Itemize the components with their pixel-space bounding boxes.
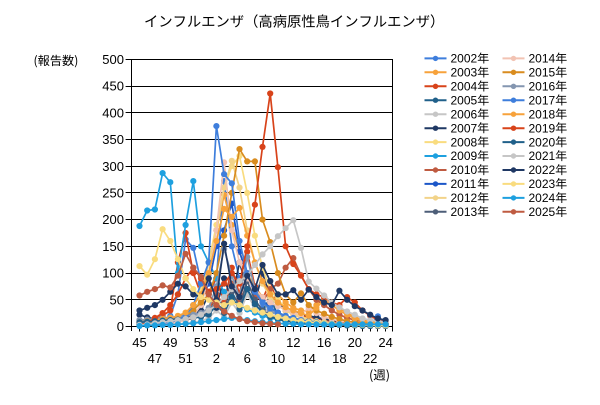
svg-text:2012: 2012 xyxy=(451,191,478,205)
svg-text:12: 12 xyxy=(286,335,300,350)
svg-text:51: 51 xyxy=(178,351,192,366)
svg-text:2005: 2005 xyxy=(451,94,478,108)
svg-text:2019: 2019 xyxy=(529,121,556,135)
svg-text:2010: 2010 xyxy=(451,163,478,177)
svg-text:2003: 2003 xyxy=(451,66,478,80)
svg-text:300: 300 xyxy=(102,159,124,174)
svg-text:10: 10 xyxy=(271,351,285,366)
svg-text:24: 24 xyxy=(378,335,392,350)
svg-text:50: 50 xyxy=(110,292,124,307)
svg-text:2: 2 xyxy=(213,351,220,366)
svg-text:2014: 2014 xyxy=(529,52,556,66)
svg-text:4: 4 xyxy=(228,335,235,350)
svg-text:45: 45 xyxy=(132,335,146,350)
svg-text:2025: 2025 xyxy=(529,205,556,219)
svg-text:450: 450 xyxy=(102,79,124,94)
svg-text:2008: 2008 xyxy=(451,135,478,149)
svg-text:2018: 2018 xyxy=(529,107,556,121)
svg-text:49: 49 xyxy=(163,335,177,350)
svg-text:2007: 2007 xyxy=(451,121,478,135)
svg-text:200: 200 xyxy=(102,212,124,227)
svg-text:2024: 2024 xyxy=(529,191,556,205)
svg-text:53: 53 xyxy=(194,335,208,350)
svg-text:400: 400 xyxy=(102,105,124,120)
svg-text:14: 14 xyxy=(301,351,315,366)
svg-text:2021: 2021 xyxy=(529,149,556,163)
svg-text:6: 6 xyxy=(244,351,251,366)
svg-text:500: 500 xyxy=(102,52,124,67)
svg-text:0: 0 xyxy=(117,319,124,334)
svg-text:2006: 2006 xyxy=(451,107,478,121)
svg-text:2011: 2011 xyxy=(451,177,477,191)
svg-text:16: 16 xyxy=(317,335,331,350)
svg-text:100: 100 xyxy=(102,266,124,281)
svg-text:2022: 2022 xyxy=(529,163,556,177)
svg-text:2017: 2017 xyxy=(529,94,556,108)
svg-text:2015: 2015 xyxy=(529,66,556,80)
svg-text:8: 8 xyxy=(259,335,266,350)
svg-text:22: 22 xyxy=(363,351,377,366)
svg-text:47: 47 xyxy=(148,351,162,366)
svg-text:20: 20 xyxy=(348,335,362,350)
svg-text:350: 350 xyxy=(102,132,124,147)
svg-text:250: 250 xyxy=(102,186,124,201)
svg-text:2009: 2009 xyxy=(451,149,478,163)
svg-text:2020: 2020 xyxy=(529,135,556,149)
svg-text:2013: 2013 xyxy=(451,205,478,219)
svg-text:2004: 2004 xyxy=(451,80,478,94)
svg-text:2016: 2016 xyxy=(529,80,556,94)
svg-text:150: 150 xyxy=(102,239,124,254)
svg-text:2023: 2023 xyxy=(529,177,556,191)
svg-text:2002: 2002 xyxy=(451,52,478,66)
svg-text:18: 18 xyxy=(332,351,346,366)
